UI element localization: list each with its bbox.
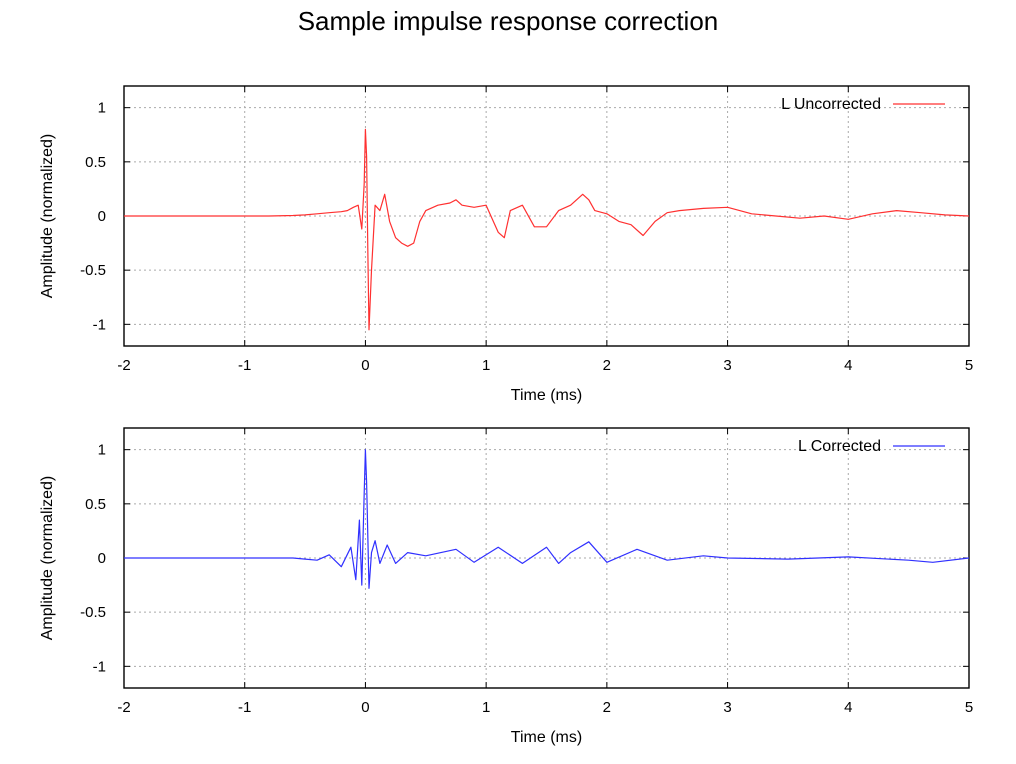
x-tick-label: 1 (482, 357, 490, 374)
y-tick-label: 0 (98, 208, 106, 225)
x-tick-label: 5 (965, 699, 973, 716)
x-tick-label: 1 (482, 699, 490, 716)
x-tick-label: 0 (361, 699, 369, 716)
y-axis-label: Amplitude (normalized) (39, 476, 56, 641)
y-tick-label: -1 (93, 658, 106, 675)
y-tick-label: 0.5 (85, 496, 106, 513)
x-axis-label: Time (ms) (511, 729, 582, 746)
series-line-l-uncorrected (124, 128, 970, 331)
y-tick-label: 0.5 (85, 154, 106, 171)
x-tick-label: 0 (361, 357, 369, 374)
chart-panel-2: -2 -1 0 1 2 3 4 5 -1 -0.5 0 0.5 1 Time (ms) Amplitude … (39, 427, 973, 746)
x-tick-label: 3 (723, 699, 731, 716)
y-tick-label: 0 (98, 550, 106, 567)
legend-label: L Corrected (798, 438, 881, 455)
x-tick-label: 2 (603, 699, 611, 716)
x-tick-label: -2 (117, 699, 130, 716)
x-tick-label: 2 (603, 357, 611, 374)
y-tick-label: -0.5 (80, 262, 106, 279)
x-tick-label: 4 (844, 699, 852, 716)
x-tick-label: -1 (238, 357, 251, 374)
x-tick-label: 4 (844, 357, 852, 374)
x-axis-label: Time (ms) (511, 387, 582, 404)
x-tick-label: -2 (117, 357, 130, 374)
y-axis-label: Amplitude (normalized) (39, 134, 56, 299)
x-tick-label: -1 (238, 699, 251, 716)
x-tick-label: 5 (965, 357, 973, 374)
y-tick-label: 1 (98, 100, 106, 117)
x-tick-label: 3 (723, 357, 731, 374)
chart-panel-1: -2 -1 0 1 2 3 4 5 -1 -0.5 0 0.5 1 Time (ms) Amplitude … (39, 85, 973, 404)
y-tick-label: -1 (93, 316, 106, 333)
y-tick-label: 1 (98, 442, 106, 459)
y-tick-label: -0.5 (80, 604, 106, 621)
legend-label: L Uncorrected (781, 96, 881, 113)
figure-title: Sample impulse response correction (297, 6, 719, 36)
series-line-l-corrected (124, 449, 970, 589)
